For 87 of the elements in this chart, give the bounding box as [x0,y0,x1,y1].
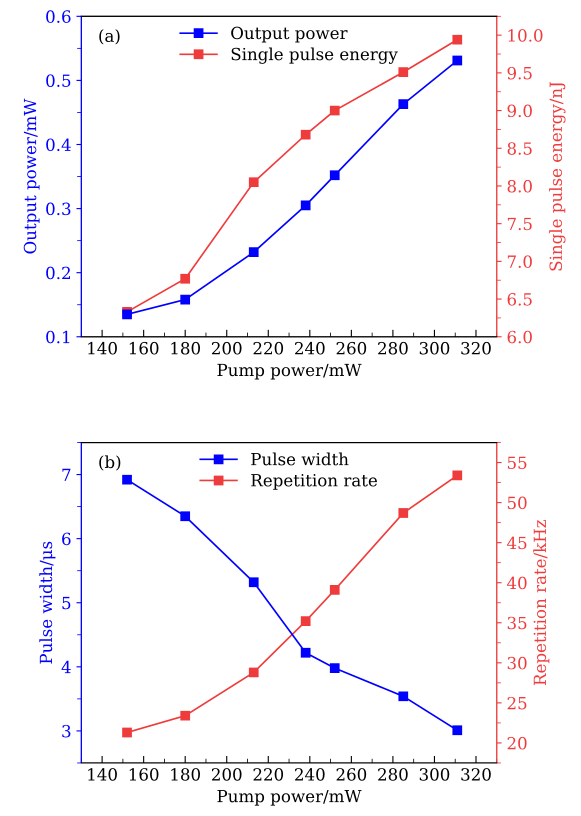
legend-label: Repetition rate [251,474,377,490]
x-tick-label: 280 [378,342,408,355]
point [248,177,259,188]
point [122,728,132,738]
y-tick-label: 6 [62,532,71,546]
x-tick-label: 320 [461,342,491,355]
x-tick-label: 260 [336,342,366,355]
y2-tick-label: 7.5 [508,218,532,230]
point [452,470,462,480]
y2-tick-label: 6.5 [508,293,532,306]
point [330,106,340,116]
y2-tick-label: 20 [508,736,527,750]
x-tick-label: 300 [420,768,450,781]
y2-tick-label: 55 [508,456,526,470]
point [300,130,311,140]
x-tick-label: 320 [461,768,491,781]
point [398,67,408,77]
y-tick-label: 3 [62,724,70,738]
x-tick-label: 220 [254,342,284,355]
y2-tick-label: 45 [506,536,526,550]
y2-tick-label: 50 [508,496,527,510]
x-tick-label: 160 [130,342,158,355]
x-axis-title: Pump power/mW [217,790,362,806]
y2-tick-label: 9.0 [508,104,532,118]
point [300,648,311,658]
x-tick-label: 220 [254,768,284,781]
point [180,710,190,721]
point [180,511,190,522]
y2-axis-title: Repetition rate/kHz [533,520,550,686]
y2-tick-label: 30 [508,656,527,670]
point [248,668,259,678]
point [180,274,190,284]
point [452,34,462,45]
y-tick-label: 5 [62,596,70,610]
x-tick-label: 180 [171,768,200,781]
y2-tick-label: 40 [506,576,527,590]
y-tick-label: 0.1 [46,330,70,344]
x-axis-title: Pump power/mW [217,364,362,380]
y2-tick-label: 10.0 [508,29,542,42]
x-tick-label: 260 [336,768,366,781]
y2-tick-label: 7.0 [508,255,532,268]
legend-label: Single pulse energy [232,47,398,64]
point [330,585,340,595]
point [122,309,132,320]
point [180,294,190,304]
legend-label: Output power [231,26,348,42]
y2-tick-label: 35 [508,616,526,630]
x-tick-label: 300 [420,342,450,355]
point [330,663,340,673]
x-tick-label: 140 [88,342,117,355]
y2-tick-label: 9.5 [508,66,532,80]
annotation: (b) [99,455,120,471]
point [452,56,462,66]
y-tick-label: 0.4 [46,138,71,152]
y2-tick-label: 6.0 [508,330,532,344]
x-tick-label: 140 [88,768,117,781]
x-tick-label: 160 [130,768,158,781]
y-tick-label: 0.6 [46,10,71,23]
y-tick-label: 0.3 [46,202,70,216]
x-tick-label: 180 [171,342,200,355]
y2-axis-title: Single pulse energy/nJ [549,82,566,270]
y-axis-title: Pulse width/μs [39,542,56,664]
y2-tick-label: 25 [508,696,526,710]
x-tick-label: 240 [295,342,325,355]
annotation: (a) [99,29,120,44]
point [248,247,259,258]
x-tick-label: 200 [212,342,242,355]
point [398,99,408,109]
y-tick-label: 0.5 [46,74,70,87]
y-tick-label: 7 [62,468,70,481]
point [452,725,462,736]
x-tick-label: 200 [212,768,242,781]
point [122,474,132,485]
point [330,170,340,180]
y-axis-title: Output power/mW [24,98,40,254]
point [300,616,311,626]
y2-tick-label: 8.0 [508,180,532,193]
y-tick-label: 0.2 [46,266,70,280]
point [398,508,408,518]
point [300,200,311,210]
y2-tick-label: 8.5 [508,142,532,155]
point [248,577,259,588]
x-tick-label: 240 [295,768,325,781]
point [398,691,408,702]
legend-label: Pulse width [251,452,349,466]
y-tick-label: 4 [62,660,71,674]
x-tick-label: 280 [378,768,408,781]
